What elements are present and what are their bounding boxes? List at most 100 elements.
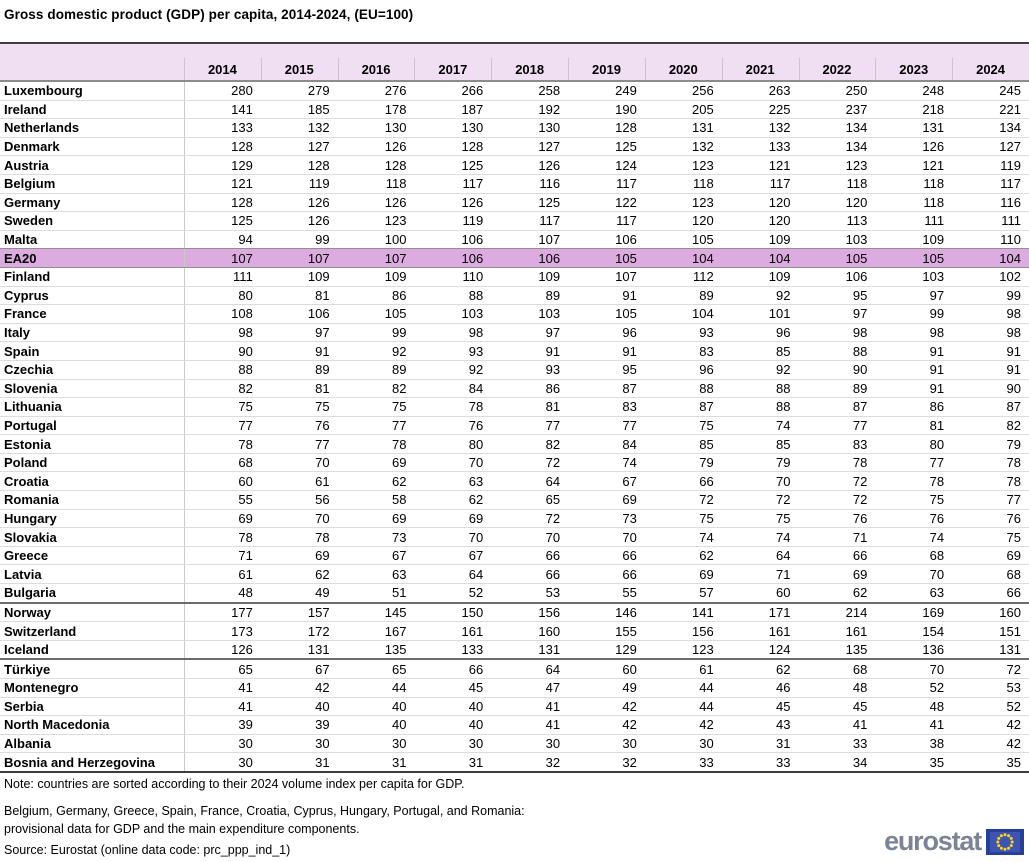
value-cell: 42 [260, 678, 338, 698]
value-cell: 72 [798, 490, 876, 510]
value-cell: 75 [952, 527, 1029, 547]
value-cell: 41 [798, 715, 876, 735]
value-cell: 38 [875, 734, 953, 754]
value-cell: 88 [184, 360, 261, 380]
value-cell: 74 [721, 527, 799, 547]
value-cell: 121 [875, 155, 953, 175]
value-cell: 31 [337, 752, 415, 773]
value-cell: 109 [260, 267, 338, 287]
value-cell: 125 [491, 193, 569, 213]
value-cell: 48 [798, 678, 876, 698]
value-cell: 86 [875, 397, 953, 417]
table-header: 2014 2015 2016 2017 2018 2019 2020 2021 2022 2023… [0, 42, 1029, 82]
value-cell: 42 [644, 715, 722, 735]
value-cell: 256 [644, 81, 722, 101]
value-cell: 161 [414, 621, 492, 641]
value-cell: 98 [798, 323, 876, 343]
value-cell: 71 [721, 564, 799, 585]
value-cell: 69 [260, 546, 338, 566]
value-cell: 118 [644, 174, 722, 194]
table-row: Bosnia and Herzegovina 30 31 31 31 32 32 33 33 34… [0, 752, 1029, 773]
year-column-header: 2022 [798, 42, 876, 82]
value-cell: 45 [798, 697, 876, 717]
value-cell: 93 [491, 360, 569, 380]
country-cell: Bosnia and Herzegovina [0, 752, 185, 773]
value-cell: 171 [721, 601, 799, 623]
value-cell: 84 [414, 379, 492, 399]
value-cell: 67 [568, 471, 645, 492]
value-cell: 88 [644, 379, 722, 399]
value-cell: 78 [875, 471, 953, 492]
value-cell: 128 [184, 137, 261, 157]
value-cell: 39 [260, 715, 338, 735]
country-cell: Ireland [0, 100, 185, 120]
value-cell: 187 [414, 100, 492, 120]
value-cell: 44 [644, 678, 722, 698]
table-row: Romania 55 56 58 62 65 69 72 72 72 75 77 [0, 490, 1029, 510]
value-cell: 126 [184, 640, 261, 660]
value-cell: 106 [798, 267, 876, 287]
value-cell: 119 [952, 155, 1029, 175]
value-cell: 78 [337, 434, 415, 454]
value-cell: 146 [568, 601, 645, 623]
value-cell: 155 [568, 621, 645, 641]
header-row: 2014 2015 2016 2017 2018 2019 2020 2021 2022 2023… [0, 42, 1029, 82]
value-cell: 56 [260, 490, 338, 510]
value-cell: 93 [644, 323, 722, 343]
value-cell: 97 [875, 286, 953, 306]
table-row: Greece 71 69 67 67 66 66 62 64 66 68 69 [0, 546, 1029, 566]
value-cell: 276 [337, 81, 415, 101]
value-cell: 237 [798, 100, 876, 120]
value-cell: 128 [414, 137, 492, 157]
value-cell: 214 [798, 601, 876, 623]
value-cell: 150 [414, 601, 492, 623]
value-cell: 125 [568, 137, 645, 157]
value-cell: 72 [491, 453, 569, 473]
table-row: Slovenia 82 81 82 84 86 87 88 88 89 91 90 [0, 379, 1029, 399]
value-cell: 87 [644, 397, 722, 417]
value-cell: 92 [337, 341, 415, 361]
value-cell: 131 [952, 640, 1029, 660]
value-cell: 121 [721, 155, 799, 175]
table-row: Estonia 78 77 78 80 82 84 85 85 83 80 79 [0, 434, 1029, 454]
value-cell: 131 [491, 640, 569, 660]
value-cell: 63 [875, 583, 953, 604]
value-cell: 218 [875, 100, 953, 120]
value-cell: 31 [414, 752, 492, 773]
value-cell: 101 [721, 304, 799, 324]
value-cell: 41 [491, 697, 569, 717]
value-cell: 133 [721, 137, 799, 157]
value-cell: 63 [337, 564, 415, 585]
value-cell: 78 [952, 471, 1029, 492]
value-cell: 126 [260, 193, 338, 213]
country-cell: Latvia [0, 564, 185, 585]
country-cell: Slovenia [0, 379, 185, 399]
value-cell: 131 [260, 640, 338, 660]
note-provisional: Belgium, Germany, Greece, Spain, France,… [4, 803, 525, 838]
value-cell: 32 [491, 752, 569, 773]
value-cell: 77 [260, 434, 338, 454]
value-cell: 161 [798, 621, 876, 641]
value-cell: 109 [721, 230, 799, 250]
value-cell: 65 [491, 490, 569, 510]
value-cell: 136 [875, 640, 953, 660]
value-cell: 77 [491, 416, 569, 436]
value-cell: 42 [568, 715, 645, 735]
country-cell: Belgium [0, 174, 185, 194]
value-cell: 91 [491, 341, 569, 361]
year-column-header: 2015 [260, 42, 338, 82]
country-cell: Luxembourg [0, 81, 185, 101]
value-cell: 116 [491, 174, 569, 194]
value-cell: 61 [260, 471, 338, 492]
value-cell: 40 [337, 697, 415, 717]
value-cell: 90 [952, 379, 1029, 399]
value-cell: 167 [337, 621, 415, 641]
value-cell: 70 [491, 527, 569, 547]
year-column-header: 2021 [721, 42, 799, 82]
value-cell: 109 [337, 267, 415, 287]
value-cell: 177 [184, 601, 261, 623]
table-row: Austria 129 128 128 125 126 124 123 121 123 121 119 [0, 155, 1029, 175]
value-cell: 85 [644, 434, 722, 454]
country-cell: Netherlands [0, 118, 185, 138]
value-cell: 53 [952, 678, 1029, 698]
